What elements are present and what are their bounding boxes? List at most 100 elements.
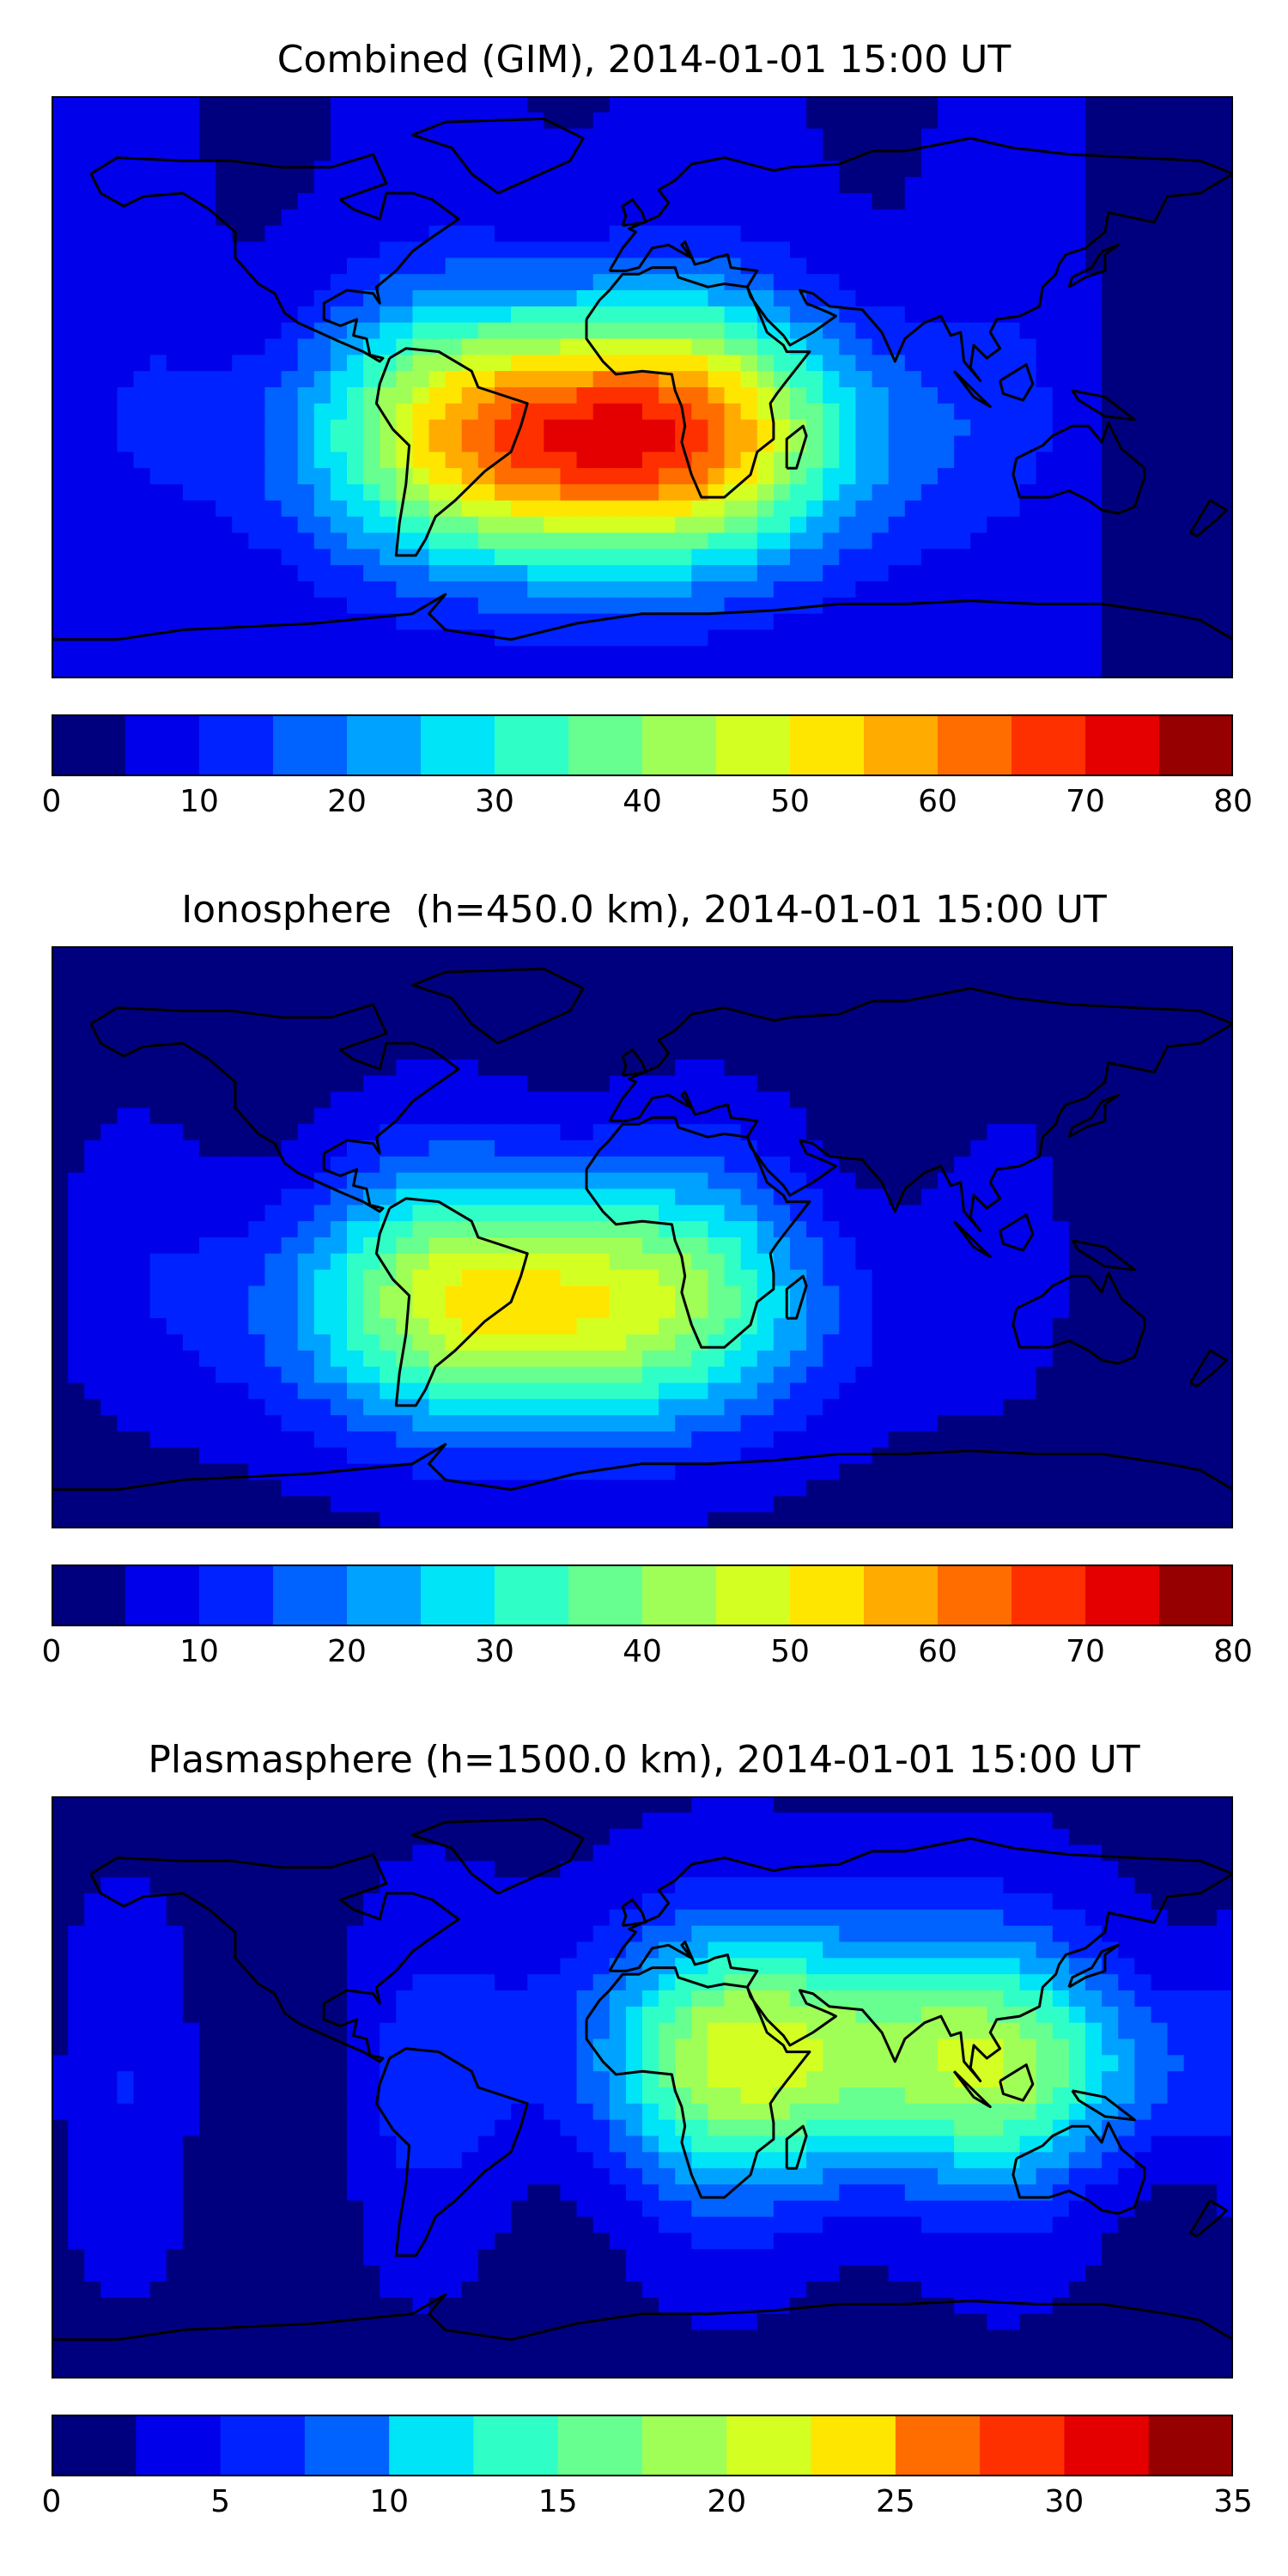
field-cell bbox=[1216, 387, 1233, 404]
field-cell bbox=[52, 355, 69, 372]
field-cell bbox=[724, 484, 742, 501]
field-cell bbox=[724, 403, 742, 421]
field-cell bbox=[527, 290, 544, 307]
field-cell bbox=[216, 1011, 233, 1028]
field-cell bbox=[1068, 96, 1086, 113]
field-cell bbox=[1036, 1366, 1054, 1384]
field-cell bbox=[100, 994, 118, 1012]
field-cell bbox=[166, 662, 184, 678]
field-cell bbox=[691, 225, 709, 243]
field-cell bbox=[313, 994, 331, 1012]
field-cell bbox=[297, 1205, 315, 1222]
field-cell bbox=[527, 177, 544, 194]
field-cell bbox=[675, 1172, 692, 1190]
field-cell bbox=[1085, 994, 1103, 1012]
field-cell bbox=[166, 1447, 184, 1465]
field-cell bbox=[461, 1463, 479, 1481]
field-cell bbox=[1134, 258, 1152, 275]
field-cell bbox=[412, 1027, 430, 1044]
field-cell bbox=[445, 1318, 463, 1335]
field-cell bbox=[773, 1140, 791, 1157]
field-cell bbox=[954, 962, 971, 980]
field-cell bbox=[625, 1027, 643, 1044]
field-cell bbox=[773, 322, 791, 340]
field-cell bbox=[576, 1059, 594, 1077]
field-cell bbox=[954, 1302, 971, 1319]
field-cell bbox=[560, 338, 578, 355]
field-cell bbox=[839, 161, 857, 178]
field-cell bbox=[920, 355, 939, 372]
field-cell bbox=[823, 1043, 840, 1060]
field-cell bbox=[691, 1382, 709, 1400]
field-cell bbox=[1134, 322, 1152, 340]
field-cell bbox=[987, 1108, 1005, 1125]
field-cell bbox=[347, 161, 364, 178]
field-cell bbox=[560, 468, 578, 485]
field-cell bbox=[1200, 306, 1218, 324]
field-cell bbox=[52, 193, 69, 210]
field-cell bbox=[773, 419, 791, 437]
field-cell bbox=[1200, 209, 1218, 227]
field-cell bbox=[100, 1108, 118, 1125]
field-cell bbox=[1052, 1447, 1070, 1465]
field-cell bbox=[84, 1366, 101, 1384]
field-cell bbox=[675, 1399, 692, 1416]
field-cell bbox=[100, 128, 118, 146]
field-cell bbox=[68, 144, 85, 161]
field-cell bbox=[511, 1302, 528, 1319]
field-cell bbox=[642, 646, 659, 663]
field-cell bbox=[920, 112, 939, 130]
field-cell bbox=[904, 403, 922, 421]
field-cell bbox=[609, 387, 627, 404]
field-cell bbox=[691, 1285, 709, 1303]
field-cell bbox=[363, 662, 380, 678]
field-cell bbox=[1019, 532, 1037, 550]
field-cell bbox=[823, 1091, 840, 1109]
field-cell bbox=[445, 161, 463, 178]
field-cell bbox=[511, 306, 528, 324]
field-cell bbox=[347, 1253, 364, 1271]
field-cell bbox=[281, 516, 299, 534]
field-cell bbox=[987, 532, 1005, 550]
field-cell bbox=[708, 1415, 726, 1432]
field-cell bbox=[396, 387, 414, 404]
field-cell bbox=[445, 258, 463, 275]
field-cell bbox=[773, 1415, 791, 1432]
field-cell bbox=[855, 241, 873, 258]
field-cell bbox=[1118, 322, 1135, 340]
field-cell bbox=[363, 1091, 380, 1109]
field-cell bbox=[1102, 484, 1119, 501]
field-cell bbox=[806, 225, 823, 243]
field-cell bbox=[938, 1463, 955, 1481]
field-cell bbox=[659, 484, 676, 501]
field-cell bbox=[756, 1221, 775, 1238]
field-cell bbox=[839, 1366, 857, 1384]
field-cell bbox=[1200, 435, 1218, 453]
field-cell bbox=[872, 1011, 890, 1028]
field-cell bbox=[904, 1269, 922, 1287]
field-cell bbox=[166, 177, 184, 194]
field-cell bbox=[477, 1302, 495, 1319]
field-cell bbox=[248, 1334, 266, 1352]
field-cell bbox=[495, 1269, 512, 1287]
field-cell bbox=[872, 306, 890, 324]
field-cell bbox=[576, 1172, 594, 1190]
field-cell bbox=[199, 209, 216, 227]
field-cell bbox=[904, 274, 922, 291]
field-cell bbox=[232, 1399, 249, 1416]
field-cell bbox=[642, 225, 659, 243]
field-cell bbox=[412, 1091, 430, 1109]
field-cell bbox=[495, 1108, 512, 1125]
field-cell bbox=[1118, 532, 1135, 550]
field-cell bbox=[477, 371, 495, 388]
field-cell bbox=[1183, 1156, 1201, 1174]
field-cell bbox=[1036, 387, 1054, 404]
field-cell bbox=[675, 322, 692, 340]
field-cell bbox=[396, 112, 414, 130]
field-cell bbox=[84, 177, 101, 194]
field-cell bbox=[872, 338, 890, 355]
field-cell bbox=[84, 258, 101, 275]
field-cell bbox=[363, 978, 380, 996]
field-cell bbox=[1118, 565, 1135, 582]
field-cell bbox=[281, 1382, 299, 1400]
